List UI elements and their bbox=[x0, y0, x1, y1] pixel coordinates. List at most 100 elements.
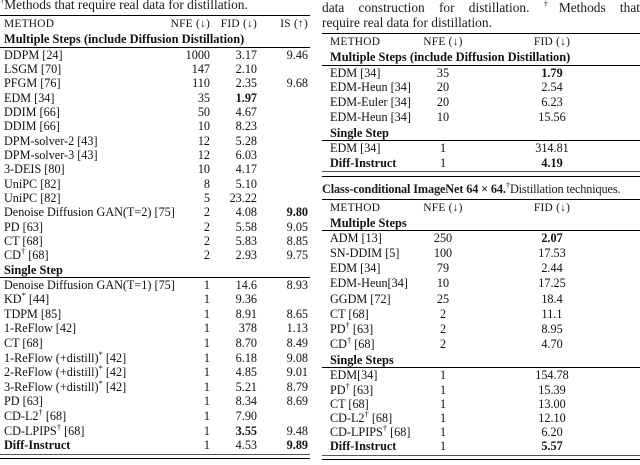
dagger-marker: † bbox=[543, 0, 559, 9]
table-row: DDPM [24] 1000 3.17 9.46 bbox=[0, 48, 310, 62]
value-cell: 6.03 bbox=[235, 147, 257, 162]
value-cell: 10 bbox=[197, 119, 210, 134]
table-bottom-rule bbox=[322, 171, 640, 177]
table-row: TDPM [85] 1 8.91 8.65 bbox=[0, 307, 310, 322]
value-cell: 8.70 bbox=[235, 336, 257, 351]
method-cell: EDM-Heun [34] bbox=[330, 109, 411, 124]
method-cell: EDM [34] bbox=[330, 141, 381, 156]
caption-line-1: data construction for distillation. †Met… bbox=[322, 0, 640, 15]
value-cell: 1.97 bbox=[235, 90, 257, 105]
value-cell: 2 bbox=[203, 233, 210, 248]
method-cell: PD [63] bbox=[4, 394, 43, 409]
value-cell: 1 bbox=[439, 439, 447, 454]
section-header: Single Steps bbox=[330, 352, 394, 367]
table-row: CD-L2† [68] 1 7.90 bbox=[0, 406, 310, 424]
value-cell: 4.17 bbox=[235, 162, 257, 177]
method-cell: 3-ReFlow (+distill)* [42] bbox=[4, 377, 127, 394]
column-header: NFE (↓) bbox=[423, 36, 463, 48]
value-cell: 2.35 bbox=[235, 76, 257, 91]
table-row: 3-DEIS [80] 10 4.17 bbox=[0, 162, 310, 176]
method-cell: TDPM [85] bbox=[4, 306, 62, 321]
value-cell: 9.08 bbox=[286, 350, 308, 365]
table-row: ADM [13] 250 2.07 bbox=[322, 231, 640, 246]
table-section: Single Step Denoise Diffusion GAN(T=1) [7… bbox=[0, 263, 310, 453]
value-cell: 2 bbox=[203, 219, 210, 234]
method-cell: Denoise Diffusion GAN(T=2) [75] bbox=[4, 205, 175, 220]
value-cell bbox=[257, 162, 308, 176]
caption-rest-text: Distillation techniques. bbox=[509, 181, 621, 196]
value-cell: 1 bbox=[439, 382, 447, 397]
paper-column-right: data construction for distillation. †Met… bbox=[322, 0, 640, 461]
value-cell: 4.53 bbox=[235, 438, 257, 453]
value-cell: 1 bbox=[203, 306, 210, 321]
method-cell: DPM-solver-2 [43] bbox=[4, 133, 98, 148]
value-cell: 1 bbox=[439, 155, 447, 170]
value-cell: 378 bbox=[238, 321, 257, 336]
value-cell: 1 bbox=[203, 409, 210, 423]
section-rule bbox=[322, 367, 640, 369]
method-cell: PD† [63] bbox=[330, 380, 374, 397]
superscript-marker: * bbox=[21, 290, 26, 301]
method-cell: Diff-Instruct bbox=[330, 155, 397, 170]
value-cell: 9.68 bbox=[286, 76, 308, 91]
column-header: METHOD bbox=[330, 201, 381, 214]
caption-line-2: require real data for distillation. bbox=[322, 15, 492, 30]
table-row: CT [68] 1 8.70 8.49 bbox=[0, 336, 310, 351]
column-header: FID (↓) bbox=[533, 201, 571, 214]
value-cell bbox=[257, 134, 308, 148]
section-header: Multiple Steps (include Diffusion Distil… bbox=[330, 50, 571, 64]
superscript-marker: † bbox=[38, 406, 43, 417]
value-cell bbox=[257, 191, 308, 205]
table-row: UniPC [82] 8 5.10 bbox=[0, 177, 310, 191]
table-row: UniPC [82] 5 23.22 bbox=[0, 191, 310, 205]
value-cell: 9.48 bbox=[286, 423, 308, 438]
table-row: EDM [34] 35 1.79 bbox=[322, 66, 640, 81]
value-cell: 8.85 bbox=[286, 233, 308, 248]
value-cell: 6.18 bbox=[235, 350, 257, 365]
table-header-row: METHOD NFE (↓) FID (↓) IS (↑) bbox=[0, 16, 310, 31]
table-top-rule bbox=[0, 15, 310, 16]
table-row: Diff-Instruct 1 4.53 9.89 bbox=[0, 438, 310, 453]
method-cell: UniPC [82] bbox=[4, 176, 61, 191]
table-row: DPM-solver-3 [43] 12 6.03 bbox=[0, 148, 310, 162]
superscript-marker: * bbox=[98, 348, 103, 359]
superscript-marker: * bbox=[98, 363, 103, 374]
section-header: Multiple Steps bbox=[330, 215, 407, 230]
value-cell: 1 bbox=[203, 350, 210, 365]
caption-text: †Methods that require real data for dist… bbox=[0, 0, 248, 13]
section-rule bbox=[322, 140, 640, 142]
method-cell: EDM [34] bbox=[4, 90, 55, 105]
value-cell: 1 bbox=[203, 321, 210, 336]
column-header: FID (↓) bbox=[220, 18, 257, 30]
table-row: CT [68] 1 13.00 bbox=[322, 397, 640, 411]
table-row: CD-LPIPS† [68] 1 3.55 9.48 bbox=[0, 422, 310, 439]
value-cell: 2 bbox=[203, 248, 210, 263]
value-cell: 8.23 bbox=[235, 119, 257, 134]
value-cell: 9.75 bbox=[286, 248, 308, 263]
method-cell: CT [68] bbox=[330, 306, 369, 321]
method-cell: SN-DDIM [5] bbox=[330, 246, 400, 261]
method-cell: EDM-Heun [34] bbox=[330, 80, 411, 95]
table-row: EDM[34] 1 154.78 bbox=[322, 368, 640, 382]
results-table-cifar: METHOD NFE (↓) FID (↓) IS (↑) Multiple Steps… bbox=[0, 15, 310, 460]
value-cell: 8.65 bbox=[286, 306, 308, 321]
table-row: DDIM [66] 10 8.23 bbox=[0, 119, 310, 133]
table-row: PD† [63] 2 8.95 bbox=[322, 320, 640, 337]
value-cell: 12 bbox=[197, 147, 210, 162]
table-header-row: METHOD NFE (↓) FID (↓) bbox=[322, 200, 640, 215]
value-cell bbox=[257, 177, 308, 191]
value-cell: 5.58 bbox=[235, 219, 257, 234]
value-cell: 20 bbox=[436, 80, 450, 95]
superscript-marker: † bbox=[346, 334, 352, 345]
method-cell: Diff-Instruct bbox=[4, 438, 71, 453]
section-header: Multiple Steps (include Diffusion Distil… bbox=[4, 32, 245, 46]
value-cell: 2 bbox=[203, 205, 210, 220]
value-cell: 154.78 bbox=[535, 368, 569, 383]
value-cell: 1.79 bbox=[541, 65, 563, 80]
value-cell: 10 bbox=[436, 276, 450, 291]
table-row: EDM-Heun[34] 10 17.25 bbox=[322, 276, 640, 291]
value-cell: 3.17 bbox=[235, 47, 257, 62]
value-cell: 2 bbox=[439, 321, 447, 336]
table-section: Single Step EDM [34] 1 314.81 Diff-Instruct 1… bbox=[322, 125, 640, 171]
method-cell: KD* [44] bbox=[4, 290, 50, 307]
